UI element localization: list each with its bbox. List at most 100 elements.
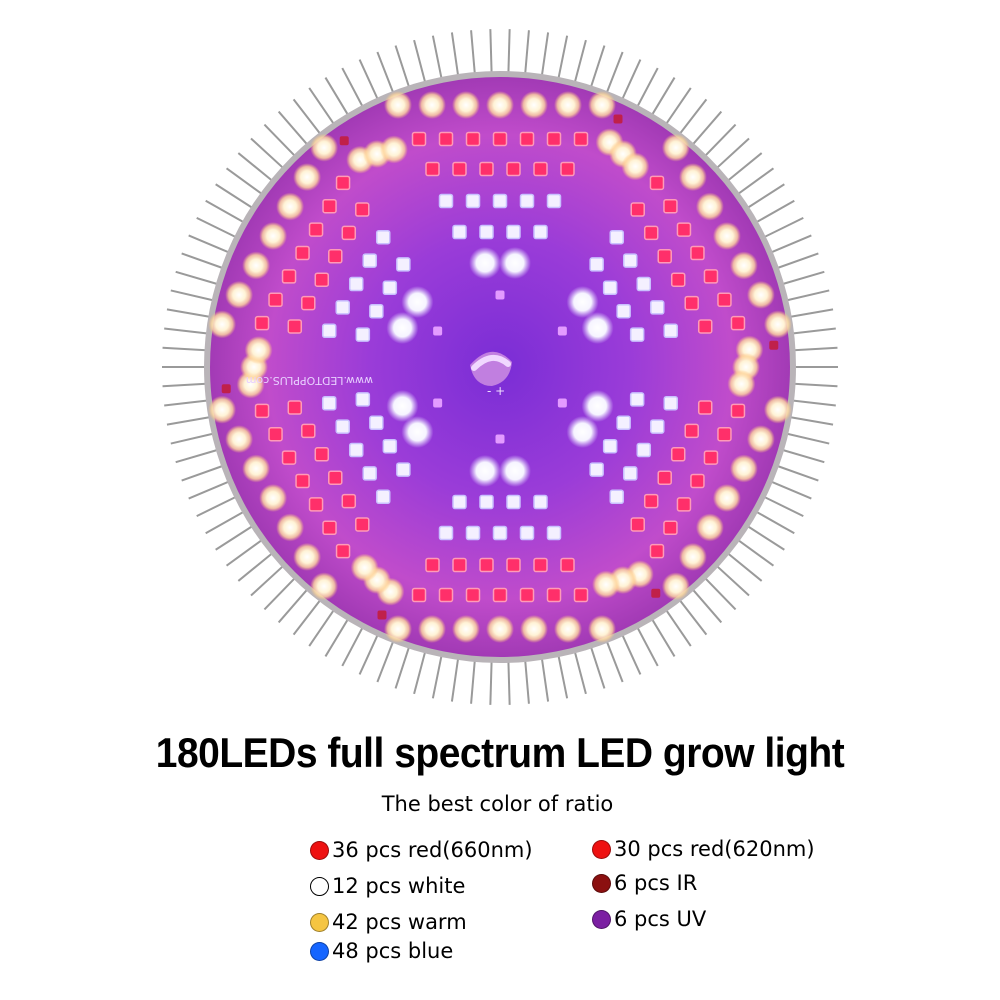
- white-dot-icon: [310, 876, 329, 896]
- heat-sink-fin: [205, 509, 247, 535]
- heat-sink-fin: [605, 638, 624, 683]
- red-led: [341, 493, 357, 509]
- red-led: [308, 222, 324, 237]
- blue-led: [321, 323, 337, 339]
- blue-led: [629, 392, 645, 407]
- heat-sink-fin: [789, 399, 836, 407]
- blue-led: [375, 489, 391, 505]
- blue-led: [438, 193, 454, 209]
- white-led: [566, 415, 599, 448]
- red-led: [425, 161, 440, 177]
- red-dot-icon: [592, 839, 611, 859]
- heat-sink-fin: [507, 29, 511, 76]
- red-led: [730, 315, 746, 331]
- red-led: [506, 557, 521, 573]
- blue-led: [609, 229, 625, 245]
- heat-sink-fin: [753, 509, 795, 535]
- blue-led: [533, 494, 548, 510]
- red-led: [519, 587, 535, 603]
- heat-sink-fin: [779, 270, 825, 286]
- red-led: [465, 587, 481, 603]
- heat-sink-fin: [166, 415, 213, 426]
- blue-led: [629, 327, 645, 342]
- heat-sink-fin: [175, 448, 221, 464]
- blue-led: [663, 323, 679, 339]
- heat-sink-fin: [358, 59, 380, 102]
- heat-sink-fin: [170, 289, 216, 302]
- warm-led: [695, 513, 724, 542]
- legend-label: 36 pcs red(660nm): [332, 838, 533, 862]
- blue-led: [335, 419, 350, 434]
- legend-label: 6 pcs IR: [614, 871, 698, 895]
- red-dot-icon: [310, 840, 329, 860]
- blue-led: [355, 392, 371, 407]
- legend-label: 42 pcs warm: [332, 910, 467, 934]
- blue-led: [348, 442, 364, 458]
- svg-text:- +: - +: [487, 384, 505, 398]
- heat-sink-fin: [589, 45, 606, 90]
- red-led: [287, 400, 303, 415]
- warm-led: [729, 454, 758, 483]
- legend-red-660: 36 pcs red(660nm): [310, 835, 533, 865]
- blue-led: [616, 415, 631, 431]
- warm-led: [310, 572, 339, 601]
- blue-led: [492, 193, 508, 209]
- blue-led: [465, 525, 481, 541]
- heat-sink-fin: [605, 51, 624, 96]
- red-led: [676, 222, 692, 237]
- white-led: [499, 455, 531, 487]
- heat-sink-fin: [450, 32, 460, 79]
- warm-led: [588, 91, 616, 119]
- heat-sink-fin: [225, 537, 265, 567]
- red-led: [717, 426, 732, 442]
- red-led: [335, 543, 351, 559]
- red-led: [657, 470, 672, 485]
- uv-led: [433, 326, 443, 336]
- red-led: [465, 131, 481, 147]
- heat-sink-fin: [162, 382, 209, 388]
- red-led: [479, 161, 494, 177]
- red-led: [630, 202, 645, 217]
- red-led: [546, 131, 562, 147]
- red-led: [411, 587, 427, 603]
- warm-led: [554, 91, 582, 119]
- heat-sink-fin: [250, 563, 286, 597]
- heat-sink-fin: [507, 658, 511, 705]
- blue-led: [546, 525, 562, 541]
- red-led: [281, 450, 297, 465]
- white-led: [581, 390, 614, 423]
- heat-sink-fin: [277, 587, 310, 624]
- heat-sink-fin: [573, 649, 587, 695]
- heat-sink-fin: [523, 657, 530, 704]
- heat-sink-fin: [164, 327, 211, 335]
- red-led: [717, 292, 732, 308]
- blue-led: [369, 415, 384, 431]
- red-led: [452, 557, 467, 573]
- warm-led: [384, 91, 412, 119]
- blue-led: [382, 280, 398, 296]
- ir-led: [221, 384, 231, 394]
- white-led: [386, 311, 419, 344]
- blue-led: [636, 442, 652, 458]
- blue-dot-icon: [310, 941, 329, 961]
- white-led: [499, 247, 531, 279]
- uv-led: [495, 434, 505, 444]
- red-led: [281, 269, 297, 284]
- white-led: [401, 415, 434, 448]
- ir-led: [769, 340, 779, 350]
- red-led: [308, 497, 324, 512]
- heat-sink-fin: [745, 183, 785, 210]
- warm-led: [588, 615, 616, 643]
- heat-sink-fin: [413, 649, 427, 695]
- warm-led: [418, 615, 446, 643]
- red-led: [438, 587, 454, 603]
- blue-led: [375, 229, 391, 245]
- heat-sink-fin: [170, 432, 216, 445]
- blue-led: [589, 257, 604, 272]
- warm-led: [244, 336, 273, 365]
- heat-sink-fin: [196, 494, 239, 518]
- heat-sink-fin: [635, 624, 659, 667]
- heat-sink-fin: [489, 658, 493, 705]
- white-led: [566, 286, 599, 319]
- heat-sink-fin: [341, 67, 365, 110]
